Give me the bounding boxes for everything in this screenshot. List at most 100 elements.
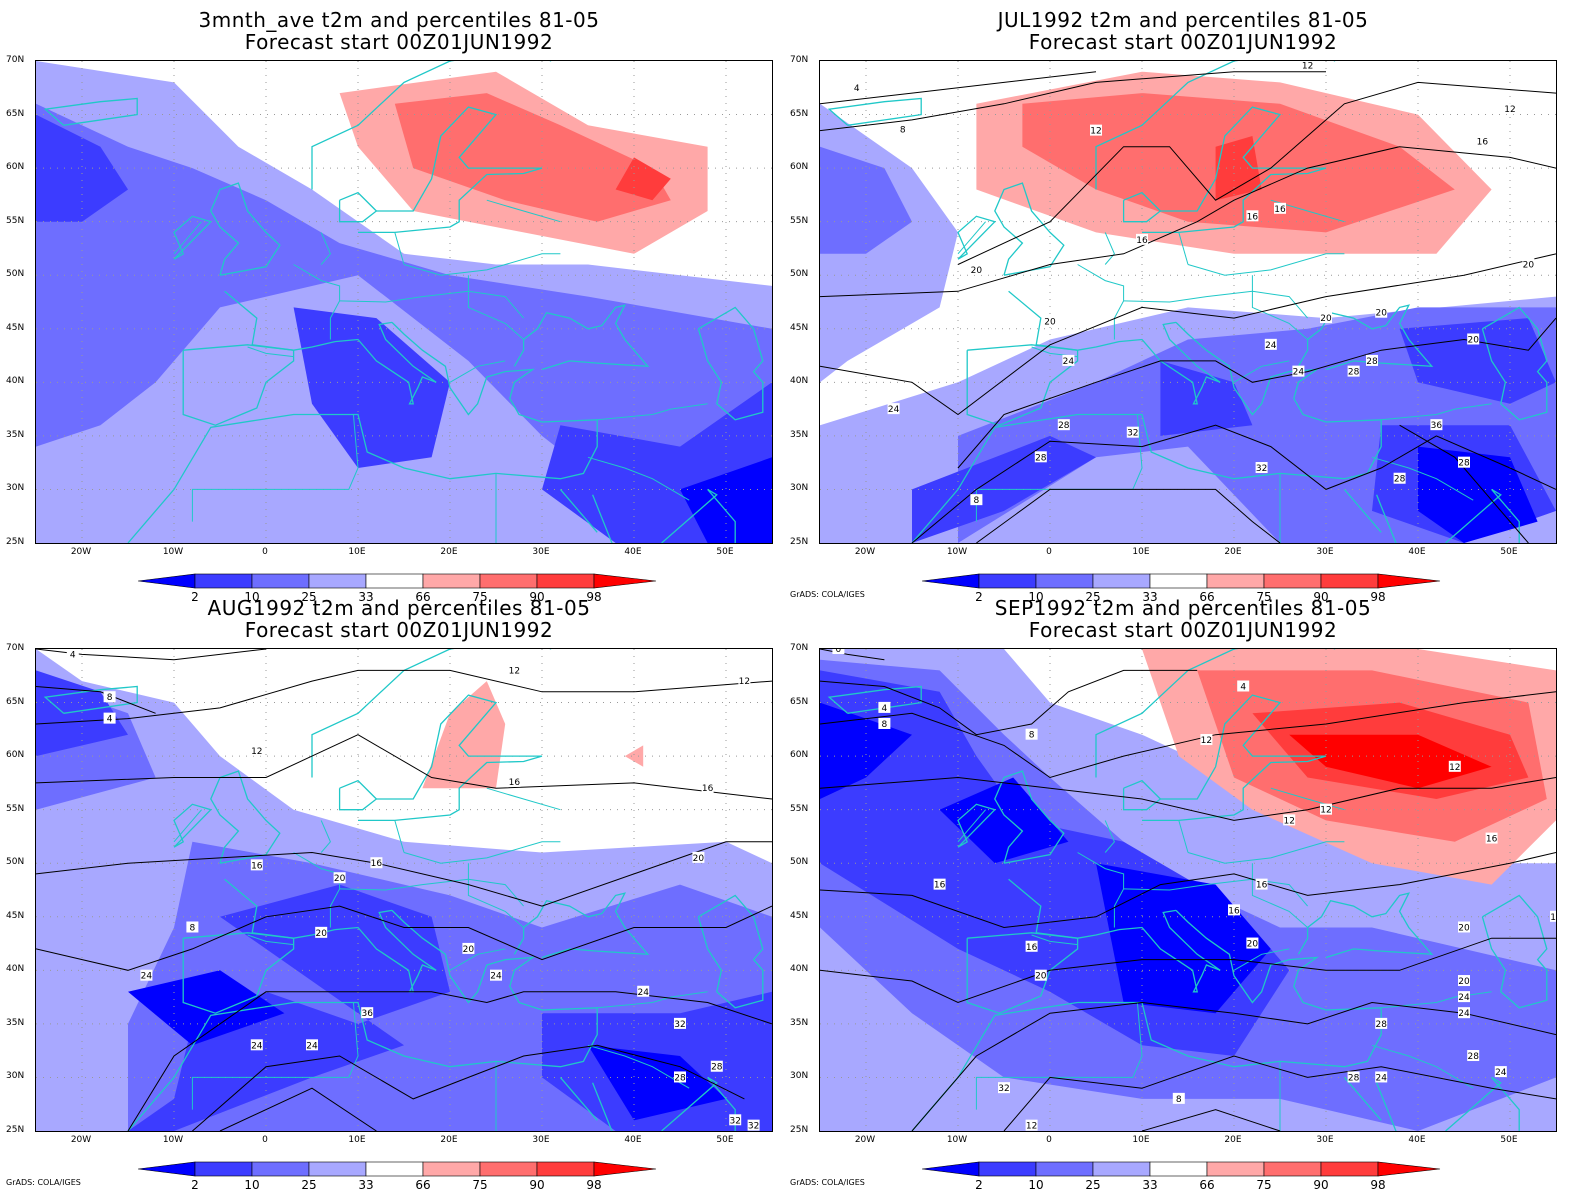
percentile-shading [1399,318,1556,404]
colorbar-segment [422,573,481,589]
coastline [1445,1076,1520,1131]
lat-tick-label: 45N [790,322,809,333]
colorbar-label: 25 [1085,1178,1101,1192]
country-border [467,275,524,340]
contour-label: 4 [70,650,76,660]
contour-label: 16 [1274,205,1286,215]
contour-label-bg [674,1071,686,1083]
contour-label: 20 [1467,335,1479,345]
colorbar-label: 75 [472,590,488,604]
contour-label-bg [1292,365,1305,377]
country-border [394,232,405,265]
country-border [449,948,506,971]
contour-label: 24 [1458,993,1470,1003]
contour-label: 4 [854,84,860,94]
coastline [1142,106,1327,234]
percentile-shading [1215,136,1262,201]
lat-tick-label: 60N [790,750,809,761]
percentile-shading [1289,734,1492,789]
coastline [994,182,1065,276]
colorbar-label: 90 [1313,590,1329,604]
contour-label: 4 [1240,682,1246,692]
coastline [224,290,336,351]
contour-label: 8 [1029,731,1035,741]
contour-label-bg [1393,472,1406,484]
lon-tick-label: 0 [1046,1135,1052,1145]
map-plot: 4 8 4 12 12 12 16 16 16 16 20 20 20 20 24 24 24 24 28 32 36 2… [36,649,772,1131]
lon-tick-label: 0 [262,547,268,557]
contour-label-bg [878,717,891,729]
lat-tick-label: 25N [790,537,809,547]
contour-label: 16 [1477,137,1489,147]
country-border [191,414,359,522]
lon-tick-label: 40E [624,547,642,557]
lat-tick-label: 30N [790,483,809,494]
country-border [467,863,524,928]
lat-tick-label: 35N [790,1017,809,1028]
coastline [1142,694,1327,822]
coastline [697,306,764,421]
colorbar-label: 33 [1142,1178,1158,1192]
temperature-contour [36,686,156,714]
contour-label-bg [1476,135,1489,147]
lat-tick-label: 45N [790,910,809,921]
contour-label-bg [1467,333,1480,345]
contour-label-bg [1274,202,1286,214]
contour-label-bg [1172,1092,1185,1104]
lat-tick-label: 60N [6,162,25,173]
coastline [210,182,281,276]
contour-label-bg [1283,814,1296,826]
contour-label-bg [1448,760,1461,772]
colorbar-segment [1377,573,1441,589]
contour-label: 8 [1176,1095,1182,1105]
contour-label: 28 [1467,1052,1479,1062]
contour-label: 12 [1449,763,1460,773]
contour-label-bg [1458,975,1470,987]
colorbar [137,1161,658,1181]
contour-label: 28 [1458,459,1470,469]
credit-text: GrADS: COLA/IGES [6,1178,81,1187]
contour-label-bg [103,691,116,703]
contour-label-bg [306,1039,318,1051]
country-border [1104,232,1115,265]
contour-label-bg [970,494,983,506]
contour-label: 32 [674,1020,685,1030]
temperature-contour [192,1044,745,1131]
colorbar-label: 75 [1256,1178,1272,1192]
temperature-contour [820,146,1556,298]
temperature-contour [36,669,772,725]
colorbar-segment [308,573,367,589]
contour-label: 24 [637,988,649,998]
contour-label: 8 [190,923,196,933]
country-border [339,290,524,319]
contour-label-bg [103,712,116,724]
temperature-contour [957,81,1556,265]
contour-label: 16 [371,859,383,869]
country-border [394,820,405,853]
temperature-contour [820,669,1198,736]
contour-label-bg [1504,103,1516,115]
contour-label-bg [1264,338,1277,350]
contour-label-bg [1044,315,1056,327]
country-border [1123,878,1308,907]
panel-subtitle: Forecast start 00Z01JUN1992 [244,618,554,642]
colorbar-label: 66 [1199,1178,1215,1192]
contour-label-bg [1255,462,1268,474]
country-border [1187,253,1345,276]
colorbar-segment [137,573,196,589]
contour-label: 4 [107,715,113,725]
contour-label: 24 [306,1041,318,1051]
lat-tick-label: 40N [6,376,25,387]
contour-label-bg [1301,61,1314,71]
coastline [1122,191,1162,223]
lat-tick-label: 50N [6,269,25,280]
lat-tick-label: 35N [6,1017,25,1028]
contour-label: 12 [251,747,262,757]
credit-text: GrADS: COLA/IGES [790,1178,865,1187]
contour-label: 16 [1228,906,1240,916]
country-border [1077,852,1125,928]
colorbar-label: 75 [472,1178,488,1192]
temperature-contour [36,905,772,971]
contour-label: 20 [334,874,346,884]
lat-tick-label: 30N [790,1071,809,1082]
